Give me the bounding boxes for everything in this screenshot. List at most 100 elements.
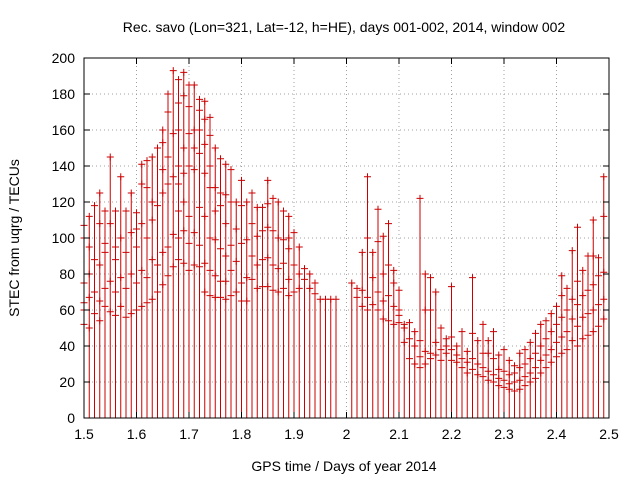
data-point (453, 351, 461, 359)
data-point (306, 270, 314, 278)
data-point (222, 277, 230, 285)
data-point (280, 207, 287, 215)
data-point (432, 288, 440, 296)
data-point (516, 364, 524, 372)
data-point (500, 346, 508, 354)
data-point (290, 288, 298, 296)
data-point (169, 67, 177, 75)
x-tick-label: 2.1 (389, 426, 409, 442)
data-point (148, 216, 156, 224)
data-point (206, 292, 214, 300)
data-point (374, 306, 382, 314)
data-point (353, 284, 361, 292)
data-point (505, 356, 513, 364)
data-point (143, 274, 151, 282)
data-point (201, 140, 209, 148)
data-point (253, 232, 261, 240)
data-point (448, 346, 455, 354)
data-point (553, 353, 560, 361)
data-point (364, 173, 371, 181)
data-point (558, 349, 566, 357)
data-point (600, 212, 608, 220)
x-tick-label: 1.5 (74, 426, 94, 442)
data-point (106, 153, 114, 161)
data-point (574, 277, 581, 285)
data-point (542, 351, 550, 359)
data-point (369, 248, 377, 256)
data-point (495, 374, 503, 382)
data-point (369, 301, 377, 309)
data-point (154, 144, 161, 152)
data-point (175, 126, 182, 134)
data-point (253, 261, 261, 269)
data-point (211, 184, 219, 192)
data-point (511, 369, 518, 377)
data-point (574, 322, 581, 330)
data-point (169, 173, 177, 181)
data-point (180, 198, 188, 206)
data-point (547, 358, 555, 366)
data-point (175, 234, 182, 242)
data-point (85, 212, 93, 220)
x-tick-label: 1.6 (127, 426, 147, 442)
data-point (112, 256, 119, 264)
data-point (511, 378, 518, 386)
data-point (290, 229, 298, 237)
data-point (301, 275, 308, 283)
data-point (579, 266, 587, 274)
data-point (453, 358, 461, 366)
data-point (574, 223, 581, 231)
data-point (243, 198, 251, 206)
data-point (138, 302, 146, 310)
data-point (253, 284, 261, 292)
y-tick-label: 160 (52, 122, 76, 138)
data-point (185, 212, 193, 220)
y-tick-label: 180 (52, 86, 76, 102)
data-point (500, 376, 508, 384)
data-point (243, 236, 251, 244)
data-point (374, 205, 382, 213)
data-point (463, 369, 471, 377)
data-point (264, 283, 272, 291)
y-tick-label: 140 (52, 158, 76, 174)
data-point (421, 270, 429, 278)
data-point (264, 223, 272, 231)
data-point (395, 286, 403, 294)
data-point (106, 220, 114, 228)
data-point (542, 317, 550, 325)
data-point (143, 157, 151, 165)
data-point (269, 227, 277, 235)
data-point (201, 212, 209, 220)
data-point (532, 374, 539, 382)
data-point (532, 329, 539, 337)
data-point (206, 113, 214, 121)
data-point (143, 184, 151, 192)
data-point (563, 284, 571, 292)
data-point (101, 302, 109, 310)
data-point (259, 227, 266, 235)
data-point (96, 261, 104, 269)
data-point (127, 270, 135, 278)
data-point (180, 169, 188, 177)
data-point (432, 351, 440, 359)
data-point (442, 349, 450, 357)
data-point (248, 252, 256, 260)
data-point (238, 239, 245, 247)
data-point (175, 207, 182, 215)
data-point (311, 290, 319, 298)
y-tick-label: 60 (59, 302, 75, 318)
data-point (537, 342, 545, 350)
y-tick-label: 120 (52, 194, 76, 210)
data-point (227, 292, 235, 300)
data-point (395, 319, 403, 327)
data-point (85, 243, 93, 251)
x-tick-label: 2.5 (599, 426, 619, 442)
data-point (469, 365, 476, 373)
data-point (563, 346, 571, 354)
data-point (133, 209, 140, 217)
data-point (442, 342, 450, 350)
data-point (427, 274, 434, 282)
data-point (474, 337, 482, 345)
data-point (406, 335, 413, 343)
data-point (484, 337, 492, 345)
